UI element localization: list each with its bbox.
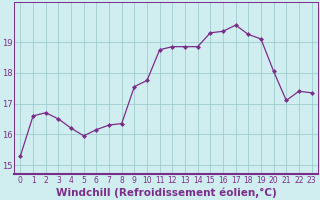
X-axis label: Windchill (Refroidissement éolien,°C): Windchill (Refroidissement éolien,°C) [56,187,276,198]
